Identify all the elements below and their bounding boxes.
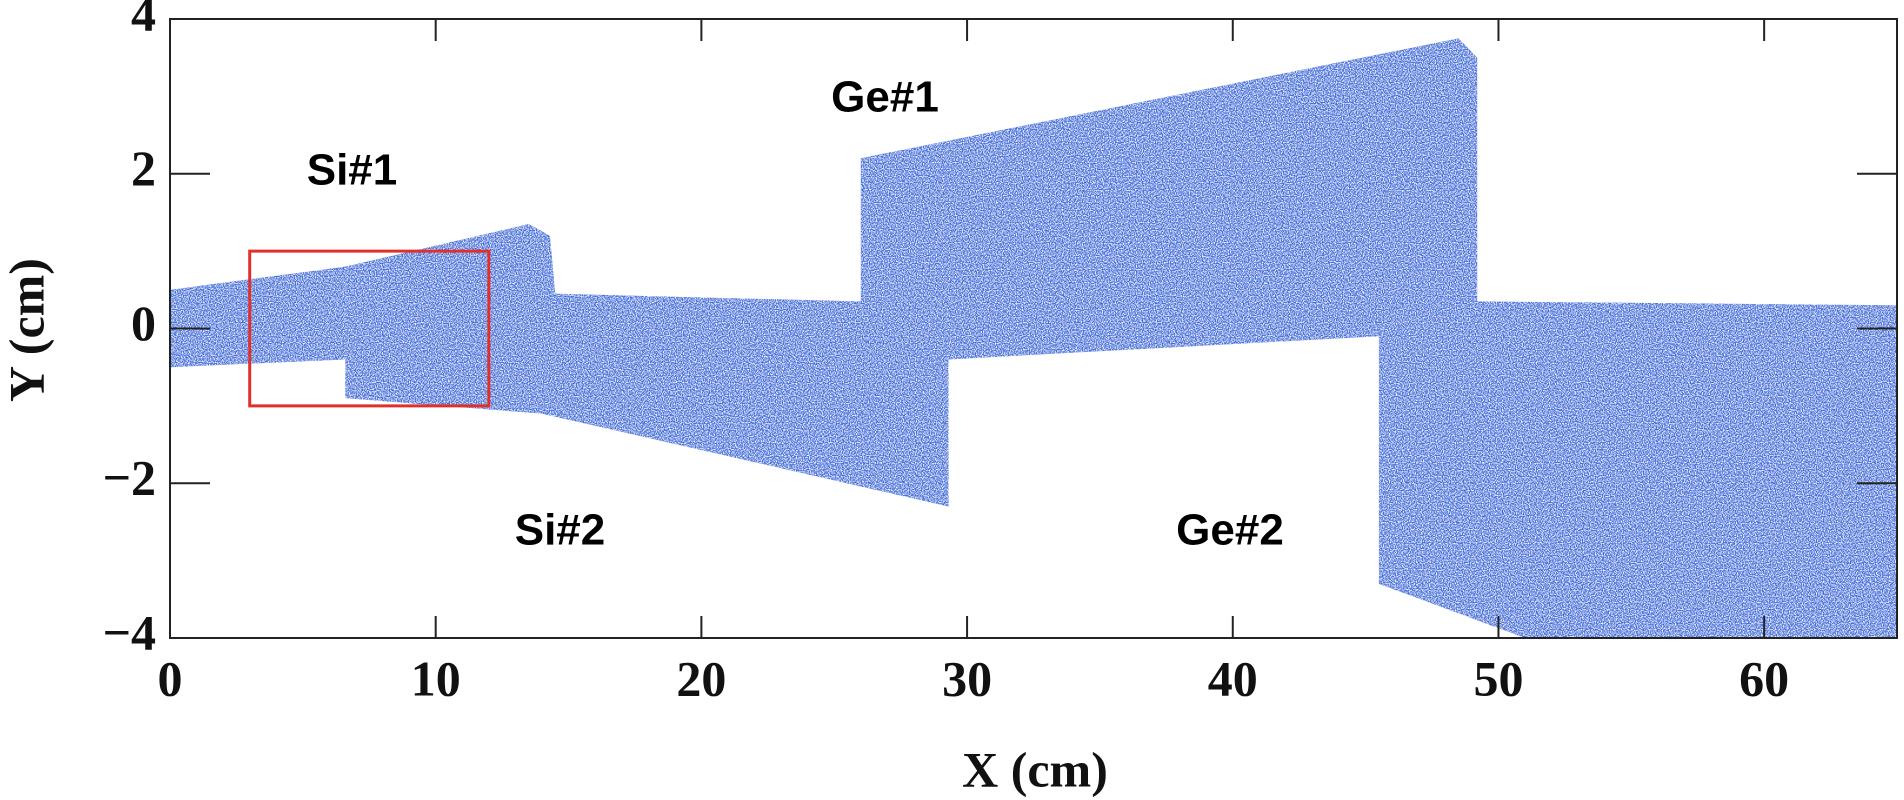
x-tick-label: 10 [411,650,461,706]
hit-region [345,224,949,507]
annotation: Si#1 [307,146,398,195]
y-tick-label: 2 [131,140,156,196]
x-tick-label: 50 [1473,650,1523,706]
x-tick-label: 60 [1739,650,1789,706]
y-tick-label: −4 [103,604,157,660]
x-tick-label: 40 [1208,650,1258,706]
hit-region [1378,301,1897,638]
x-axis-title: X (cm) [962,741,1108,797]
y-tick-label: 4 [131,0,156,41]
x-tick-label: 0 [158,650,183,706]
annotation: Ge#1 [831,73,939,122]
x-tick-label: 30 [942,650,992,706]
annotation: Ge#2 [1176,506,1284,555]
y-axis-title: Y (cm) [0,258,54,402]
y-tick-label: −2 [103,450,157,506]
annotation: Si#2 [515,506,606,555]
hit-region [860,38,1478,360]
regions [170,38,1897,638]
y-tick-label: 0 [131,295,156,351]
selection-box [248,249,491,408]
x-tick-label: 20 [676,650,726,706]
hit-region [170,266,346,368]
